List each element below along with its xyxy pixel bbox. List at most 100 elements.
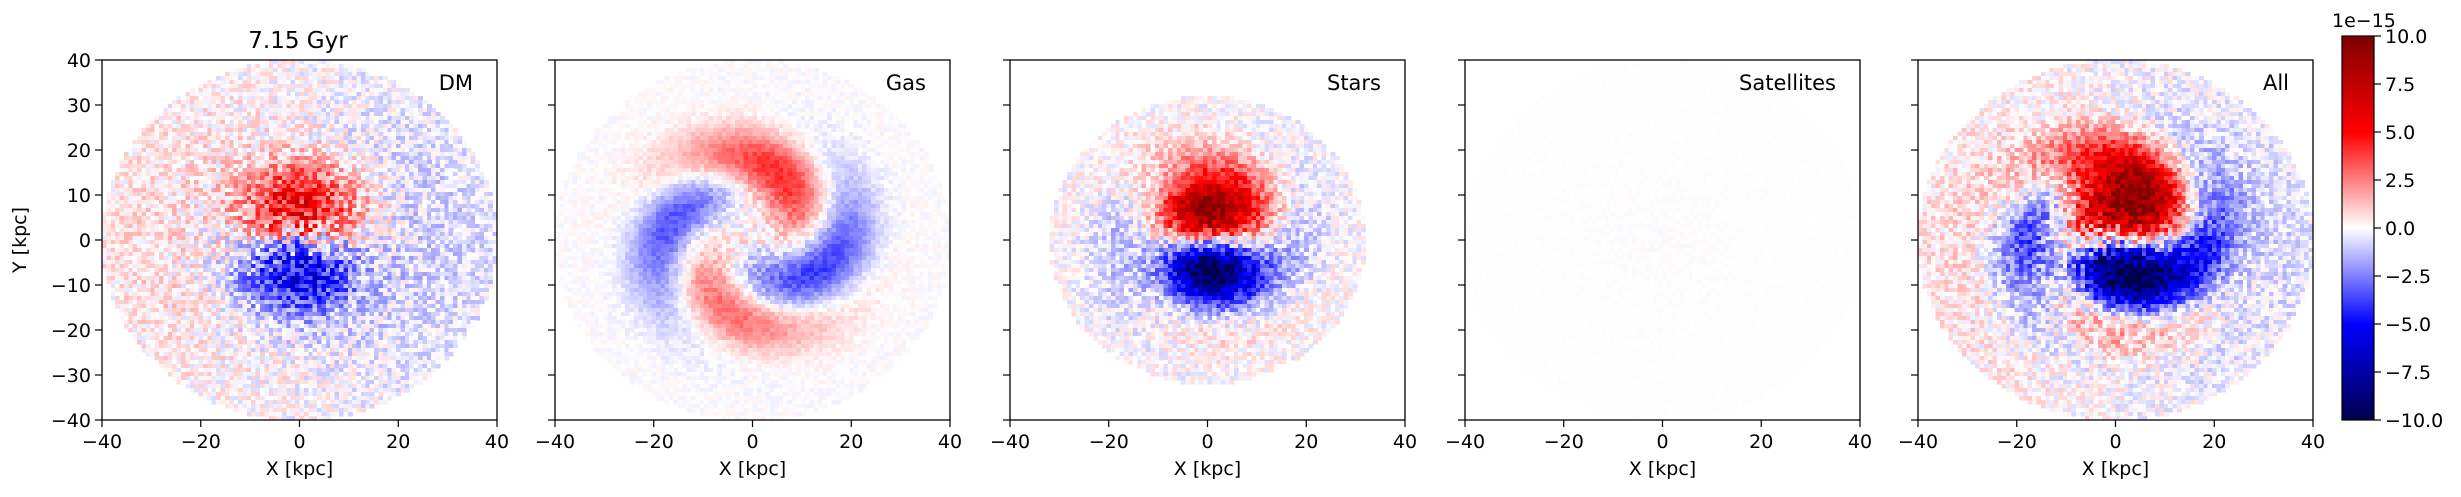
heatmap-cell xyxy=(229,212,234,217)
heatmap-cell xyxy=(260,136,265,141)
heatmap-cell xyxy=(295,256,300,261)
heatmap-cell xyxy=(321,140,326,145)
heatmap-cell xyxy=(357,180,362,185)
heatmap-cell xyxy=(115,284,120,289)
heatmap-cell xyxy=(471,244,476,249)
heatmap-cell xyxy=(365,108,370,113)
heatmap-cell xyxy=(190,260,195,265)
heatmap-cell xyxy=(440,296,445,301)
heatmap-cell xyxy=(462,196,467,201)
heatmap-cell xyxy=(357,280,362,285)
heatmap-cell xyxy=(120,164,125,169)
heatmap-cell xyxy=(383,152,388,157)
heatmap-cell xyxy=(396,148,401,153)
heatmap-cell xyxy=(142,212,147,217)
heatmap-cell xyxy=(177,128,182,133)
heatmap-cell xyxy=(400,116,405,121)
heatmap-cell xyxy=(409,132,414,137)
heatmap-cell xyxy=(383,128,388,133)
heatmap-cell xyxy=(405,264,410,269)
heatmap-cell xyxy=(146,184,151,189)
heatmap-cell xyxy=(330,68,335,73)
heatmap-cell xyxy=(374,80,379,85)
heatmap-cell xyxy=(365,136,370,141)
heatmap-cell xyxy=(300,216,305,221)
heatmap-cell xyxy=(225,284,230,289)
heatmap-cell xyxy=(137,268,142,273)
heatmap-cell xyxy=(111,192,116,197)
heatmap-cell xyxy=(308,196,313,201)
heatmap-cell xyxy=(304,76,309,81)
heatmap-cell xyxy=(242,280,247,285)
heatmap-cell xyxy=(229,164,234,169)
heatmap-cell xyxy=(326,184,331,189)
heatmap-cell xyxy=(242,144,247,149)
heatmap-cell xyxy=(400,144,405,149)
heatmap-cell xyxy=(181,192,186,197)
heatmap-cell xyxy=(488,232,493,237)
heatmap-cell xyxy=(264,136,269,141)
heatmap-cell xyxy=(462,208,467,213)
heatmap-cell xyxy=(159,276,164,281)
heatmap-cell xyxy=(466,148,471,153)
heatmap-cell xyxy=(199,184,204,189)
heatmap-cell xyxy=(383,172,388,177)
heatmap-cell xyxy=(335,64,340,69)
heatmap-cell xyxy=(207,104,212,109)
heatmap-cell xyxy=(427,268,432,273)
heatmap-cell xyxy=(479,304,484,309)
heatmap-cell xyxy=(396,256,401,261)
heatmap-cell xyxy=(361,68,366,73)
heatmap-cell xyxy=(339,88,344,93)
heatmap-cell xyxy=(370,96,375,101)
heatmap-cell xyxy=(190,268,195,273)
heatmap-cell xyxy=(348,264,353,269)
heatmap-cell xyxy=(190,252,195,257)
heatmap-cell xyxy=(273,168,278,173)
heatmap-cell xyxy=(317,296,322,301)
heatmap-cell xyxy=(405,188,410,193)
heatmap-cell xyxy=(308,96,313,101)
heatmap-cell xyxy=(440,268,445,273)
heatmap-cell xyxy=(418,284,423,289)
heatmap-cell xyxy=(221,120,226,125)
heatmap-cell xyxy=(444,288,449,293)
heatmap-cell xyxy=(247,152,252,157)
heatmap-cell xyxy=(238,232,243,237)
heatmap-cell xyxy=(106,252,111,257)
heatmap-cell xyxy=(488,280,493,285)
heatmap-cell xyxy=(335,76,340,81)
heatmap-cell xyxy=(238,272,243,277)
heatmap-cell xyxy=(361,160,366,165)
heatmap-cell xyxy=(203,272,208,277)
heatmap-cell xyxy=(343,248,348,253)
heatmap-cell xyxy=(475,308,480,313)
heatmap-cell xyxy=(479,184,484,189)
heatmap-cell xyxy=(379,252,384,257)
heatmap-cell xyxy=(124,280,129,285)
heatmap-cell xyxy=(102,216,107,221)
heatmap-cell xyxy=(159,172,164,177)
heatmap-cell xyxy=(479,248,484,253)
heatmap-cell xyxy=(286,76,291,81)
heatmap-cell xyxy=(242,268,247,273)
heatmap-cell xyxy=(414,152,419,157)
heatmap-cell xyxy=(225,240,230,245)
heatmap-cell xyxy=(400,168,405,173)
heatmap-cell xyxy=(313,268,318,273)
heatmap-cell xyxy=(286,260,291,265)
heatmap-cell xyxy=(111,216,116,221)
heatmap-cell xyxy=(291,220,296,225)
heatmap-cell xyxy=(137,272,142,277)
heatmap-cell xyxy=(335,120,340,125)
heatmap-cell xyxy=(348,224,353,229)
heatmap-cell xyxy=(383,136,388,141)
heatmap-cell xyxy=(128,276,133,281)
heatmap-cell xyxy=(282,208,287,213)
heatmap-cell xyxy=(242,156,247,161)
heatmap-cell xyxy=(405,168,410,173)
heatmap-cell xyxy=(361,252,366,257)
heatmap-cell xyxy=(374,104,379,109)
heatmap-cell xyxy=(418,184,423,189)
heatmap-cell xyxy=(177,304,182,309)
